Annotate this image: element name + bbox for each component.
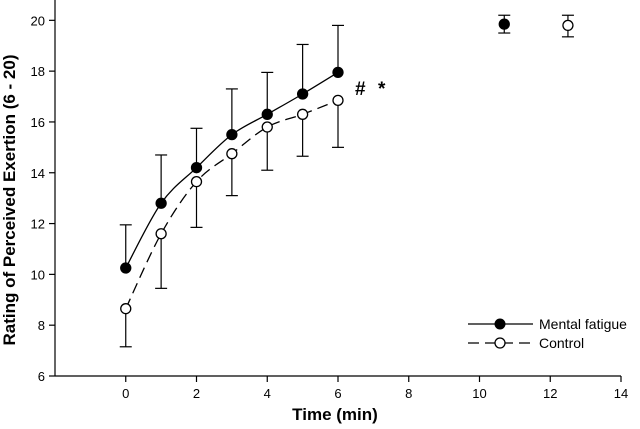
legend-label-control: Control — [539, 335, 584, 351]
data-point-mental-fatigue — [120, 262, 132, 274]
legend-marker-mental-fatigue — [494, 318, 506, 330]
x-tick-label: 8 — [405, 386, 412, 401]
data-point-control — [226, 148, 238, 160]
y-tick-label: 16 — [31, 115, 45, 130]
data-point-control — [120, 303, 132, 315]
annotation-asterisk: * — [378, 79, 386, 100]
data-point-control — [296, 108, 309, 120]
data-point-mental-fatigue — [332, 66, 344, 79]
x-tick-label: 2 — [193, 386, 200, 401]
data-point-mental-fatigue — [261, 108, 273, 120]
data-point-control — [261, 121, 273, 133]
x-tick-label: 14 — [614, 386, 628, 401]
data-point-mental-fatigue — [498, 18, 510, 30]
y-tick-label: 14 — [31, 166, 45, 181]
data-point-mental-fatigue — [155, 197, 167, 209]
data-point-control — [332, 94, 344, 107]
y-tick-label: 10 — [31, 267, 45, 282]
series-mental-fatigue — [498, 14, 511, 34]
y-tick-label: 12 — [31, 217, 45, 232]
x-tick-label: 0 — [122, 386, 129, 401]
series-control — [561, 14, 574, 38]
data-point-control — [562, 19, 574, 32]
x-tick-label: 6 — [334, 386, 341, 401]
y-tick-label: 18 — [31, 64, 45, 79]
axes: 6 8 10 12 14 16 18 20 0 2 4 6 8 10 12 14 — [31, 0, 628, 401]
data-point-mental-fatigue — [190, 162, 203, 174]
data-point-mental-fatigue — [296, 88, 309, 100]
series-control — [119, 94, 344, 348]
x-tick-label: 12 — [543, 386, 557, 401]
x-axis-title: Time (min) — [292, 405, 378, 424]
legend-label-mental-fatigue: Mental fatigue — [539, 316, 627, 332]
data-point-control — [190, 175, 203, 188]
series-mental-fatigue — [119, 24, 344, 274]
data-point-mental-fatigue — [226, 128, 238, 141]
legend-marker-control — [494, 337, 506, 349]
y-axis-title: Rating of Perceived Exertion (6 - 20) — [0, 55, 19, 346]
y-tick-label: 8 — [38, 318, 45, 333]
y-tick-label: 20 — [31, 13, 45, 28]
legend: Mental fatigue Control — [468, 316, 627, 351]
annotation-hash: # — [355, 79, 366, 100]
data-point-control — [155, 228, 167, 240]
x-tick-label: 4 — [264, 386, 271, 401]
y-tick-label: 6 — [38, 369, 45, 384]
plot-area — [119, 14, 574, 348]
x-tick-label: 10 — [472, 386, 486, 401]
